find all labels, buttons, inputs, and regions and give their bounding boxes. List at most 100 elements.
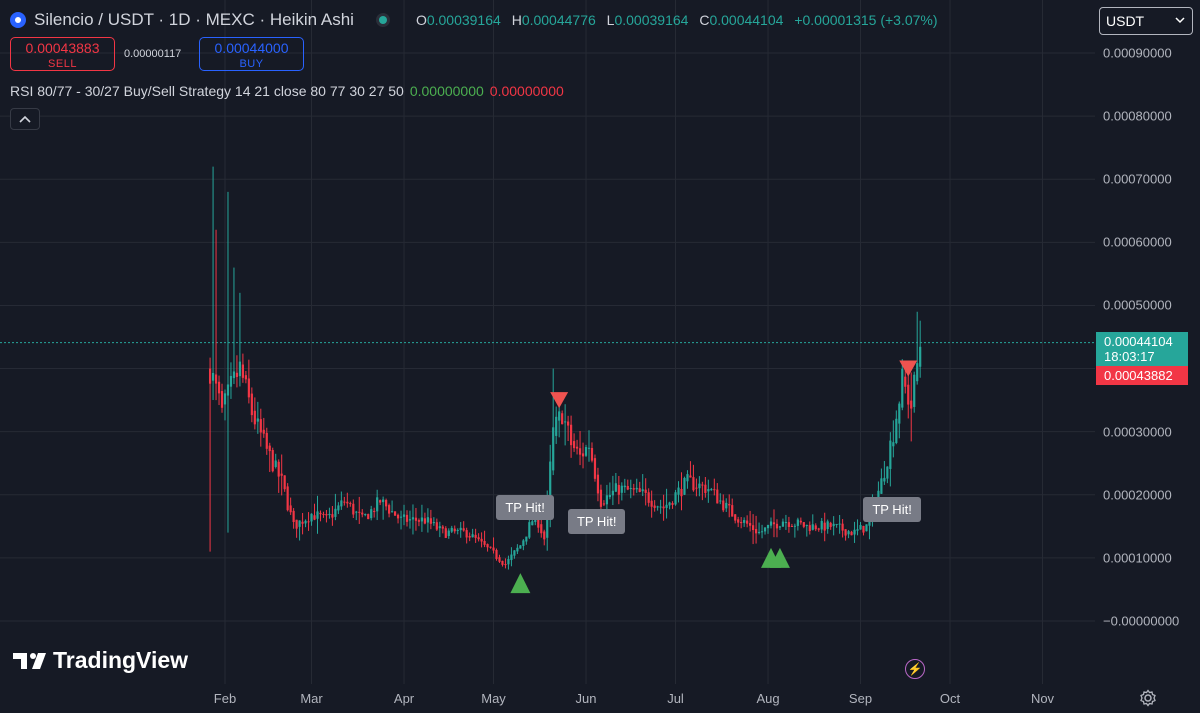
candle-body (543, 531, 546, 540)
candle-body (531, 521, 534, 526)
candle-body (558, 411, 561, 421)
candle-body (895, 418, 898, 444)
candle-body (292, 510, 295, 522)
candle-body (525, 536, 528, 542)
currency-select[interactable]: USDT (1099, 7, 1193, 35)
candle-body (754, 529, 758, 534)
candle-body (379, 500, 382, 503)
candle-body (620, 485, 623, 493)
candle-body (567, 421, 570, 426)
candle-body (898, 403, 901, 424)
candle-body (569, 424, 573, 446)
candle-body (790, 525, 793, 527)
candle-body (605, 495, 609, 505)
candle-body (889, 440, 892, 469)
candle-body (247, 378, 250, 398)
indicator-value-sell: 0.00000000 (489, 83, 564, 99)
current-price-label: 0.00044104 18:03:17 (1096, 332, 1188, 366)
open-label: O (415, 12, 427, 28)
candle-body (259, 419, 262, 433)
high-value: 0.00044776 (521, 12, 596, 28)
candle-body (268, 445, 271, 452)
candle-body (599, 489, 603, 507)
candle-body (307, 521, 310, 523)
candle-body (578, 448, 582, 455)
countdown-value: 18:03:17 (1104, 349, 1155, 364)
candle-body (751, 525, 755, 531)
candle-body (865, 524, 868, 532)
candle-body (277, 461, 280, 477)
candle-body (489, 546, 492, 548)
candle-body (211, 372, 215, 381)
candle-body (653, 505, 656, 508)
time-axis-label: Aug (756, 691, 780, 706)
market-status-icon[interactable] (375, 13, 390, 27)
candle-body (805, 524, 808, 526)
candle-body (841, 523, 844, 531)
indicator-value-buy: 0.00000000 (409, 83, 484, 99)
candle-body (271, 450, 274, 472)
candle-body (438, 526, 441, 529)
candle-body (787, 522, 791, 527)
candle-body (564, 421, 567, 423)
candle-body (462, 528, 465, 531)
candle-body (731, 505, 734, 517)
candle-body (435, 522, 438, 530)
candle-body (417, 520, 421, 522)
symbol-title[interactable]: Silencio / USDT · 1D · MEXC · Heikin Ash… (34, 10, 354, 29)
time-axis-label: Sep (848, 691, 873, 706)
candle-body (772, 522, 776, 525)
candle-body (528, 522, 531, 538)
candle-body (623, 485, 626, 488)
candle-body (892, 442, 895, 447)
candle-body (647, 492, 650, 503)
candle-body (808, 525, 811, 532)
collapse-legend-button[interactable] (10, 108, 40, 130)
candle-body (313, 515, 316, 520)
tp-hit-label: TP Hit! (496, 494, 554, 520)
candle-body (641, 489, 644, 492)
candle-body (220, 391, 224, 408)
candle-body (743, 519, 746, 523)
candle-body (835, 523, 838, 525)
time-axis-label: Apr (393, 691, 415, 706)
candle-body (740, 521, 743, 524)
open-value: 0.00039164 (426, 12, 501, 28)
chevron-down-icon (1175, 17, 1185, 24)
candle-body (584, 447, 588, 456)
candle-body (704, 484, 707, 494)
candle-body (510, 554, 513, 561)
candle-body (423, 518, 427, 524)
indicator-legend[interactable]: RSI 80/77 - 30/27 Buy/Sell Strategy 14 2… (10, 83, 564, 99)
candle-body (698, 483, 701, 489)
candle-body (555, 416, 558, 436)
candle-body (904, 376, 907, 387)
candle-body (611, 490, 614, 496)
candle-body (608, 494, 611, 498)
candle-body (253, 410, 256, 425)
buy-label: BUY (239, 58, 264, 70)
tp-hit-label: TP Hit! (567, 509, 626, 535)
current-price-value: 0.00044104 (1104, 334, 1173, 349)
candle-body (217, 381, 221, 394)
candle-body (575, 446, 579, 449)
candle-body (913, 374, 916, 407)
close-label: C (699, 12, 710, 28)
tradingview-logo[interactable]: TradingView (13, 647, 188, 674)
gear-icon[interactable] (1139, 689, 1157, 707)
candle-body (728, 503, 731, 506)
ohlc-values: O0.00039164 H0.00044776 L0.00039164 C0.0… (416, 12, 938, 28)
candle-body (280, 473, 283, 476)
candle-body (283, 475, 286, 490)
sell-button[interactable]: 0.00043883 SELL (10, 37, 115, 71)
candle-body (901, 368, 904, 408)
candle-body (352, 503, 355, 515)
candle-body (426, 517, 429, 523)
candle-body (719, 500, 722, 502)
candle-body (796, 519, 799, 526)
lightning-icon[interactable]: ⚡ (905, 659, 925, 679)
buy-button[interactable]: 0.00044000 BUY (199, 37, 304, 71)
candle-body (289, 505, 292, 513)
candle-body (474, 534, 477, 538)
